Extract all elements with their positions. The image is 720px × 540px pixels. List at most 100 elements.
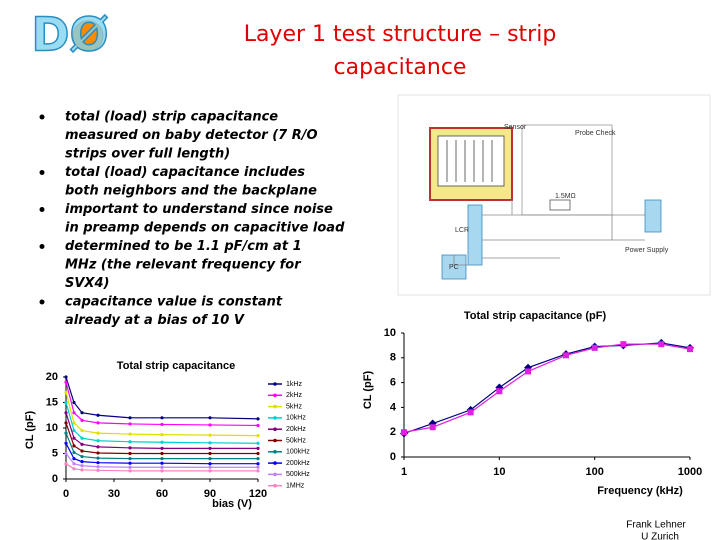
series-line — [65, 453, 258, 468]
marker — [208, 469, 212, 473]
marker — [80, 436, 84, 440]
marker — [562, 352, 569, 359]
marker — [208, 465, 212, 469]
bullet-text: determined to be 1.1 pF/cm at 1 — [65, 239, 302, 254]
marker — [496, 388, 503, 395]
legend-marker — [273, 483, 277, 488]
marker — [160, 461, 164, 465]
marker — [80, 428, 84, 433]
sensor-inner — [437, 135, 505, 187]
x-tick-label: 1000 — [678, 466, 702, 478]
marker — [256, 417, 260, 421]
marker — [96, 445, 100, 449]
marker — [96, 456, 100, 460]
marker — [256, 434, 260, 438]
marker — [208, 433, 212, 437]
series-line — [65, 376, 259, 420]
marker — [525, 368, 532, 375]
bullet-text: SVX4) — [65, 276, 109, 291]
marker — [256, 462, 260, 466]
legend-marker — [273, 461, 277, 465]
bullet-text: both neighbors and the backplane — [65, 184, 317, 199]
legend-marker — [273, 404, 277, 409]
title-line: capacitance — [334, 55, 467, 80]
y-tick-label: 20 — [46, 371, 58, 383]
marker — [256, 469, 260, 473]
bullet-text: total (load) strip capacitance — [65, 110, 278, 125]
y-tick-label: 10 — [384, 327, 396, 339]
marker — [256, 465, 260, 469]
marker — [96, 461, 100, 465]
bullet-list: total (load) strip capacitance measured o… — [39, 110, 345, 328]
bullet-text: important to understand since noise — [65, 202, 333, 217]
legend-marker — [273, 393, 277, 398]
marker — [128, 440, 132, 444]
legend-label: 100kHz — [286, 449, 310, 456]
marker — [80, 442, 84, 446]
diagram-label: LCR — [455, 227, 469, 234]
marker — [72, 428, 76, 433]
footer-line: Frank Lehner — [626, 520, 686, 531]
diagram-label: Sensor — [504, 124, 527, 131]
y-tick-label: 15 — [46, 396, 58, 408]
bullet-text: MHz (the relevant frequency for — [65, 258, 302, 273]
marker — [467, 409, 474, 416]
marker — [96, 451, 100, 455]
marker — [72, 457, 76, 461]
y-tick-label: 4 — [390, 401, 397, 413]
x-tick-label: 60 — [156, 488, 168, 500]
marker — [64, 462, 68, 466]
marker — [128, 451, 132, 456]
marker — [208, 423, 212, 427]
marker — [96, 465, 100, 469]
series-line — [65, 402, 259, 444]
x-axis-label: bias (V) — [212, 498, 252, 510]
marker — [80, 449, 84, 453]
marker — [72, 462, 76, 466]
legend-marker — [273, 427, 277, 432]
marker — [128, 465, 132, 469]
charts: Total strip capacitance bias (V) CL (pF) 0 5… — [24, 310, 702, 510]
marker — [96, 439, 100, 443]
marker — [160, 465, 164, 469]
y-tick-label: 6 — [390, 377, 396, 389]
legend-label: 200kHz — [286, 460, 310, 467]
marker — [80, 468, 84, 472]
marker — [256, 457, 260, 461]
marker — [128, 461, 132, 465]
bullet-text: in preamp depends on capacitive load — [65, 221, 345, 236]
marker — [64, 400, 68, 405]
y-axis-label: CL (pF) — [24, 411, 36, 450]
marker — [160, 416, 164, 420]
marker — [208, 416, 212, 420]
bullet-dot — [39, 114, 45, 120]
marker — [128, 432, 132, 436]
marker — [208, 446, 212, 450]
legend-marker — [273, 472, 277, 477]
legend-label: 1kHz — [286, 381, 302, 388]
marker — [80, 411, 84, 415]
supply-box — [644, 199, 662, 233]
y-tick-label: 0 — [390, 451, 396, 463]
marker — [658, 341, 665, 348]
legend-label: 50kHz — [286, 437, 306, 444]
resistor — [549, 199, 571, 211]
bullet-text: already at a bias of 10 V — [65, 313, 245, 328]
y-tick-label: 10 — [46, 422, 58, 434]
marker — [160, 446, 164, 450]
marker — [591, 344, 598, 351]
legend-marker — [273, 382, 277, 386]
marker — [128, 422, 132, 426]
bullet-text: measured on baby detector (7 R/O — [65, 128, 318, 143]
diagram-label: PC — [449, 264, 459, 271]
bullet-dot — [39, 244, 45, 249]
marker — [64, 375, 68, 379]
chart: Total strip capacitance (pF) Frequency (k… — [362, 310, 702, 497]
legend-label: 2kHz — [286, 392, 302, 399]
marker — [64, 411, 68, 415]
strips — [446, 140, 493, 182]
bullet-text: strips over full length) — [65, 147, 230, 162]
marker — [208, 457, 212, 461]
y-tick-label: 5 — [52, 447, 58, 459]
diagram-label: 1.5MΩ — [555, 193, 576, 200]
